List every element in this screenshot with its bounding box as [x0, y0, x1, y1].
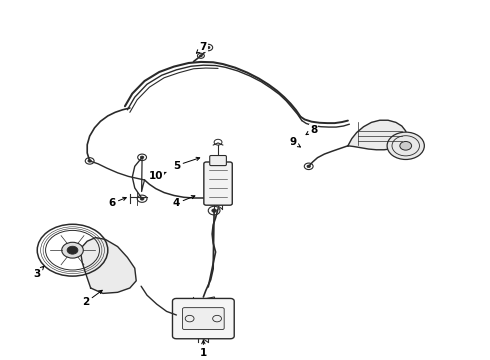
- FancyBboxPatch shape: [172, 298, 234, 339]
- Text: 10: 10: [148, 171, 166, 181]
- Circle shape: [67, 246, 78, 254]
- Circle shape: [140, 197, 144, 200]
- Circle shape: [400, 141, 412, 150]
- Circle shape: [199, 55, 202, 57]
- Circle shape: [212, 209, 217, 212]
- Text: 9: 9: [290, 137, 300, 147]
- Text: 3: 3: [33, 266, 44, 279]
- FancyBboxPatch shape: [210, 156, 226, 166]
- Circle shape: [307, 165, 311, 168]
- Circle shape: [140, 156, 144, 159]
- Circle shape: [206, 46, 210, 49]
- Text: 5: 5: [173, 157, 200, 171]
- FancyBboxPatch shape: [204, 162, 232, 205]
- Text: 2: 2: [82, 290, 102, 307]
- Text: 7: 7: [196, 42, 207, 53]
- FancyBboxPatch shape: [182, 308, 224, 329]
- Text: 6: 6: [108, 197, 126, 208]
- Circle shape: [387, 132, 424, 159]
- Circle shape: [62, 242, 83, 258]
- Text: 4: 4: [172, 195, 195, 208]
- Polygon shape: [81, 238, 136, 293]
- Polygon shape: [348, 120, 407, 150]
- Text: 8: 8: [306, 125, 317, 135]
- Circle shape: [88, 159, 92, 162]
- Text: 1: 1: [200, 341, 207, 358]
